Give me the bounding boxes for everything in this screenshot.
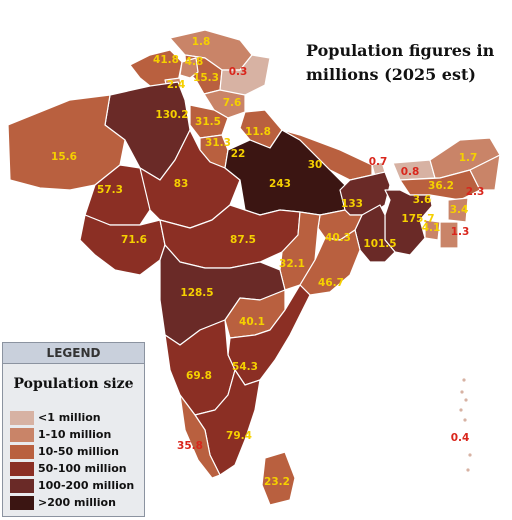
legend-swatch [10,410,34,425]
legend-item-50-100m: 50-100 million [10,460,134,477]
population-label-bihar: 133 [341,198,363,210]
population-label-meghalaya: 3.6 [412,194,432,206]
population-label-jammu-and-kashmir: 15.3 [193,72,219,84]
legend-items: <1 million 1-10 million 10-50 million 50… [10,409,134,511]
population-label-nepal: 30 [307,159,323,171]
population-label-azad-kashmir: 4.8 [184,56,204,68]
legend-item-100-200m: 100-200 million [10,477,134,494]
population-label-nagaland: 2.3 [465,186,485,198]
population-label-rajasthan: 83 [173,178,189,190]
population-label-gilgit-baltistan: 0.3 [228,66,248,78]
population-label-tripura: 4.1 [421,222,441,234]
island-dot [464,398,468,402]
region-mizoram [439,221,459,249]
population-label-uttarakhand: 11.8 [245,126,271,138]
island-dot [466,468,470,472]
population-label-madhya-pradesh: 87.5 [230,234,256,246]
population-label-ladakh: 1.8 [191,36,211,48]
island-dot [462,378,466,382]
population-label-telangana: 40.1 [239,316,265,328]
population-label-andhra-pradesh: 54.3 [232,361,258,373]
legend-item-1-10m: 1-10 million [10,426,134,443]
population-label-mizoram: 1.3 [450,226,470,238]
legend-item-under-1m: <1 million [10,409,134,426]
island-dot [463,418,467,422]
region-azad-kashmir [179,57,199,79]
legend-swatch [10,461,34,476]
legend-swatch [10,478,34,493]
population-label-maharashtra: 128.5 [180,287,214,299]
population-label-tamil-nadu: 79.4 [226,430,252,442]
population-label-sikkim: 0.7 [368,156,388,168]
population-label-punjab-pakistan: 130.2 [155,109,189,121]
population-label-uttar-pradesh: 243 [269,178,291,190]
population-label-khyber-pakhtunkhwa: 41.8 [153,54,179,66]
region-sri-lanka [261,451,296,506]
island-dot [460,390,464,394]
map-title: Population figures in millions (2025 est… [306,39,506,87]
population-label-sindh: 57.3 [97,184,123,196]
region-nagaland [469,154,501,191]
legend-label: >200 million [38,496,116,509]
legend-subtitle: Population size [13,376,134,392]
population-label-sri-lanka: 23.2 [264,476,290,488]
legend-label: 100-200 million [38,479,135,492]
region-uttar-pradesh [224,129,351,216]
population-label-bhutan: 0.8 [400,166,420,178]
population-label-bangladesh: 175.7 [401,213,435,225]
legend-label: <1 million [38,411,101,424]
island-dot [459,408,463,412]
population-label-manipur: 3.4 [449,204,469,216]
population-label-andaman-and-nicobar: 0.4 [450,432,470,444]
island-dot [468,453,472,457]
title-line-2: millions (2025 est) [306,65,476,84]
population-label-arunachal-pradesh: 1.7 [458,152,478,164]
legend-label: 10-50 million [38,445,119,458]
region-tripura [424,219,441,241]
population-label-balochistan: 15.6 [51,151,77,163]
population-label-west-bengal: 101.5 [363,238,397,250]
population-label-kerala: 35.8 [177,440,203,452]
population-label-assam: 36.2 [428,180,454,192]
legend-label: 50-100 million [38,462,127,475]
population-label-jharkhand: 40.3 [325,232,351,244]
population-label-himachal-pradesh: 7.6 [222,97,242,109]
title-line-1: Population figures in [306,41,495,60]
legend-item-10-50m: 10-50 million [10,443,134,460]
population-label-chhattisgarh: 32.1 [279,258,305,270]
legend-label: 1-10 million [38,428,112,441]
population-label-delhi: 22 [230,148,246,160]
population-label-punjab-india: 31.5 [195,116,221,128]
legend: LEGEND Population size <1 million 1-10 m… [2,342,145,517]
legend-item-over-200m: >200 million [10,494,134,511]
legend-header: LEGEND [3,343,144,364]
legend-swatch [10,427,34,442]
legend-swatch [10,444,34,459]
population-label-odisha: 46.7 [318,277,344,289]
region-manipur [447,197,469,223]
legend-swatch [10,495,34,510]
population-label-haryana: 31.3 [205,137,231,149]
region-kerala [179,394,221,479]
population-label-karnataka: 69.8 [186,370,212,382]
population-label-islamabad: 2.4 [166,79,186,91]
population-label-gujarat: 71.6 [121,234,147,246]
